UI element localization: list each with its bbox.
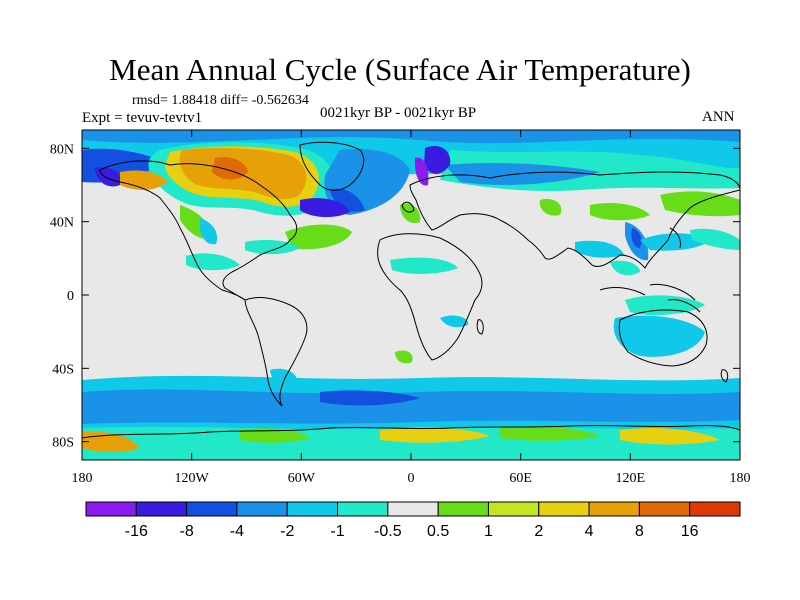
anomaly-region	[631, 228, 642, 248]
lon-tick-label: 180	[72, 471, 93, 486]
anomaly-region	[690, 228, 740, 250]
colorbar-swatch	[689, 501, 741, 517]
colorbar-swatch	[487, 501, 540, 517]
anomaly-region	[539, 199, 562, 216]
anomaly-region	[625, 295, 705, 316]
colorbar-swatch	[588, 501, 640, 517]
anomaly-region	[613, 315, 705, 357]
colorbar-swatch	[286, 501, 339, 517]
coastlines	[82, 141, 740, 439]
colorbar-label: 0.5	[427, 523, 449, 540]
colorbar-label: -2	[280, 523, 294, 540]
experiment-label: Expt = tevuv-tevtv1	[82, 110, 203, 126]
colorbar-label: 16	[681, 523, 699, 540]
colorbar-swatch	[337, 501, 389, 517]
coastline-japan	[669, 227, 681, 249]
colorbar: -16 -8 -4 -2 -1 -0.5 0.5 1 2 4 8 16	[85, 501, 741, 540]
coastline-australia	[618, 309, 708, 367]
anomaly-region	[199, 218, 218, 245]
colorbar-label: 1	[484, 523, 493, 540]
colorbar-swatch	[387, 501, 439, 517]
period-label: 0021kyr BP - 0021kyr BP	[320, 105, 477, 121]
coastline-north-america	[99, 160, 298, 301]
coastline-greenland	[299, 141, 365, 191]
colorbar-label: -0.5	[374, 523, 402, 540]
coastline-new-zealand	[720, 369, 729, 383]
coastline-antarctica	[82, 424, 740, 439]
anomaly-region	[82, 389, 740, 424]
colorbar-label: -4	[230, 523, 244, 540]
colorbar-swatch	[186, 501, 238, 517]
colorbar-swatch	[638, 501, 691, 517]
lon-tick-label: 120E	[616, 471, 646, 486]
colorbar-swatch	[437, 501, 489, 517]
anomaly-region	[660, 191, 740, 217]
coastline-eurasia	[409, 171, 740, 269]
lat-tick-label: 80N	[50, 142, 74, 157]
lat-tick-label: 40S	[52, 362, 74, 377]
colorbar-swatch	[135, 501, 188, 517]
colorbar-label: -8	[179, 523, 193, 540]
coastline-south-america	[244, 297, 308, 407]
lon-tick-label: 60W	[288, 471, 316, 486]
season-label: ANN	[702, 109, 735, 125]
anomaly-region	[440, 315, 469, 328]
colorbar-label: -16	[125, 523, 148, 540]
colorbar-swatch	[85, 501, 137, 517]
map-title: Mean Annual Cycle (Surface Air Temperatu…	[109, 52, 691, 87]
anomaly-region	[380, 427, 490, 443]
lat-tick-label: 40N	[50, 216, 74, 231]
anomaly-region	[390, 257, 458, 274]
anomaly-region	[500, 426, 600, 441]
anomaly-region	[330, 188, 365, 212]
coastline-africa	[377, 233, 483, 361]
lon-tick-label: 120W	[175, 471, 210, 486]
lat-tick-label: 0	[67, 289, 74, 304]
colorbar-label: 2	[534, 523, 543, 540]
anomaly-region	[610, 260, 640, 276]
colorbar-swatch	[538, 501, 590, 517]
lon-tick-label: 180	[730, 471, 751, 486]
lat-tick-label: 80S	[52, 436, 74, 451]
anomaly-region	[95, 167, 121, 187]
anomaly-region	[424, 145, 451, 175]
coastline-maritime	[599, 283, 701, 313]
anomaly-region	[590, 203, 650, 221]
colorbar-label: -1	[330, 523, 344, 540]
anomaly-region	[575, 240, 624, 258]
anomaly-region	[400, 203, 421, 224]
anomaly-region	[186, 253, 240, 271]
map-axes: 180 120W 60W 0 60E 120E 180 80N 40N 0 40S 80S	[50, 130, 751, 486]
anomaly-region	[620, 428, 720, 445]
coastline-madagascar	[476, 319, 484, 335]
stats-text: rmsd= 1.88418 diff= -0.562634	[132, 93, 309, 108]
map-field	[82, 130, 740, 460]
colorbar-label: 8	[635, 523, 644, 540]
coastline-britain	[401, 201, 415, 213]
anomaly-region	[320, 390, 420, 406]
lon-tick-label: 60E	[509, 471, 532, 486]
anomaly-region	[240, 428, 310, 443]
lon-tick-label: 0	[408, 471, 415, 486]
colorbar-swatch	[236, 501, 288, 517]
anomaly-region	[285, 224, 352, 250]
colorbar-label: 4	[585, 523, 594, 540]
anomaly-region	[395, 350, 413, 364]
anomaly-region	[445, 162, 600, 185]
anomaly-region	[414, 157, 429, 186]
anomaly-region	[300, 198, 350, 218]
